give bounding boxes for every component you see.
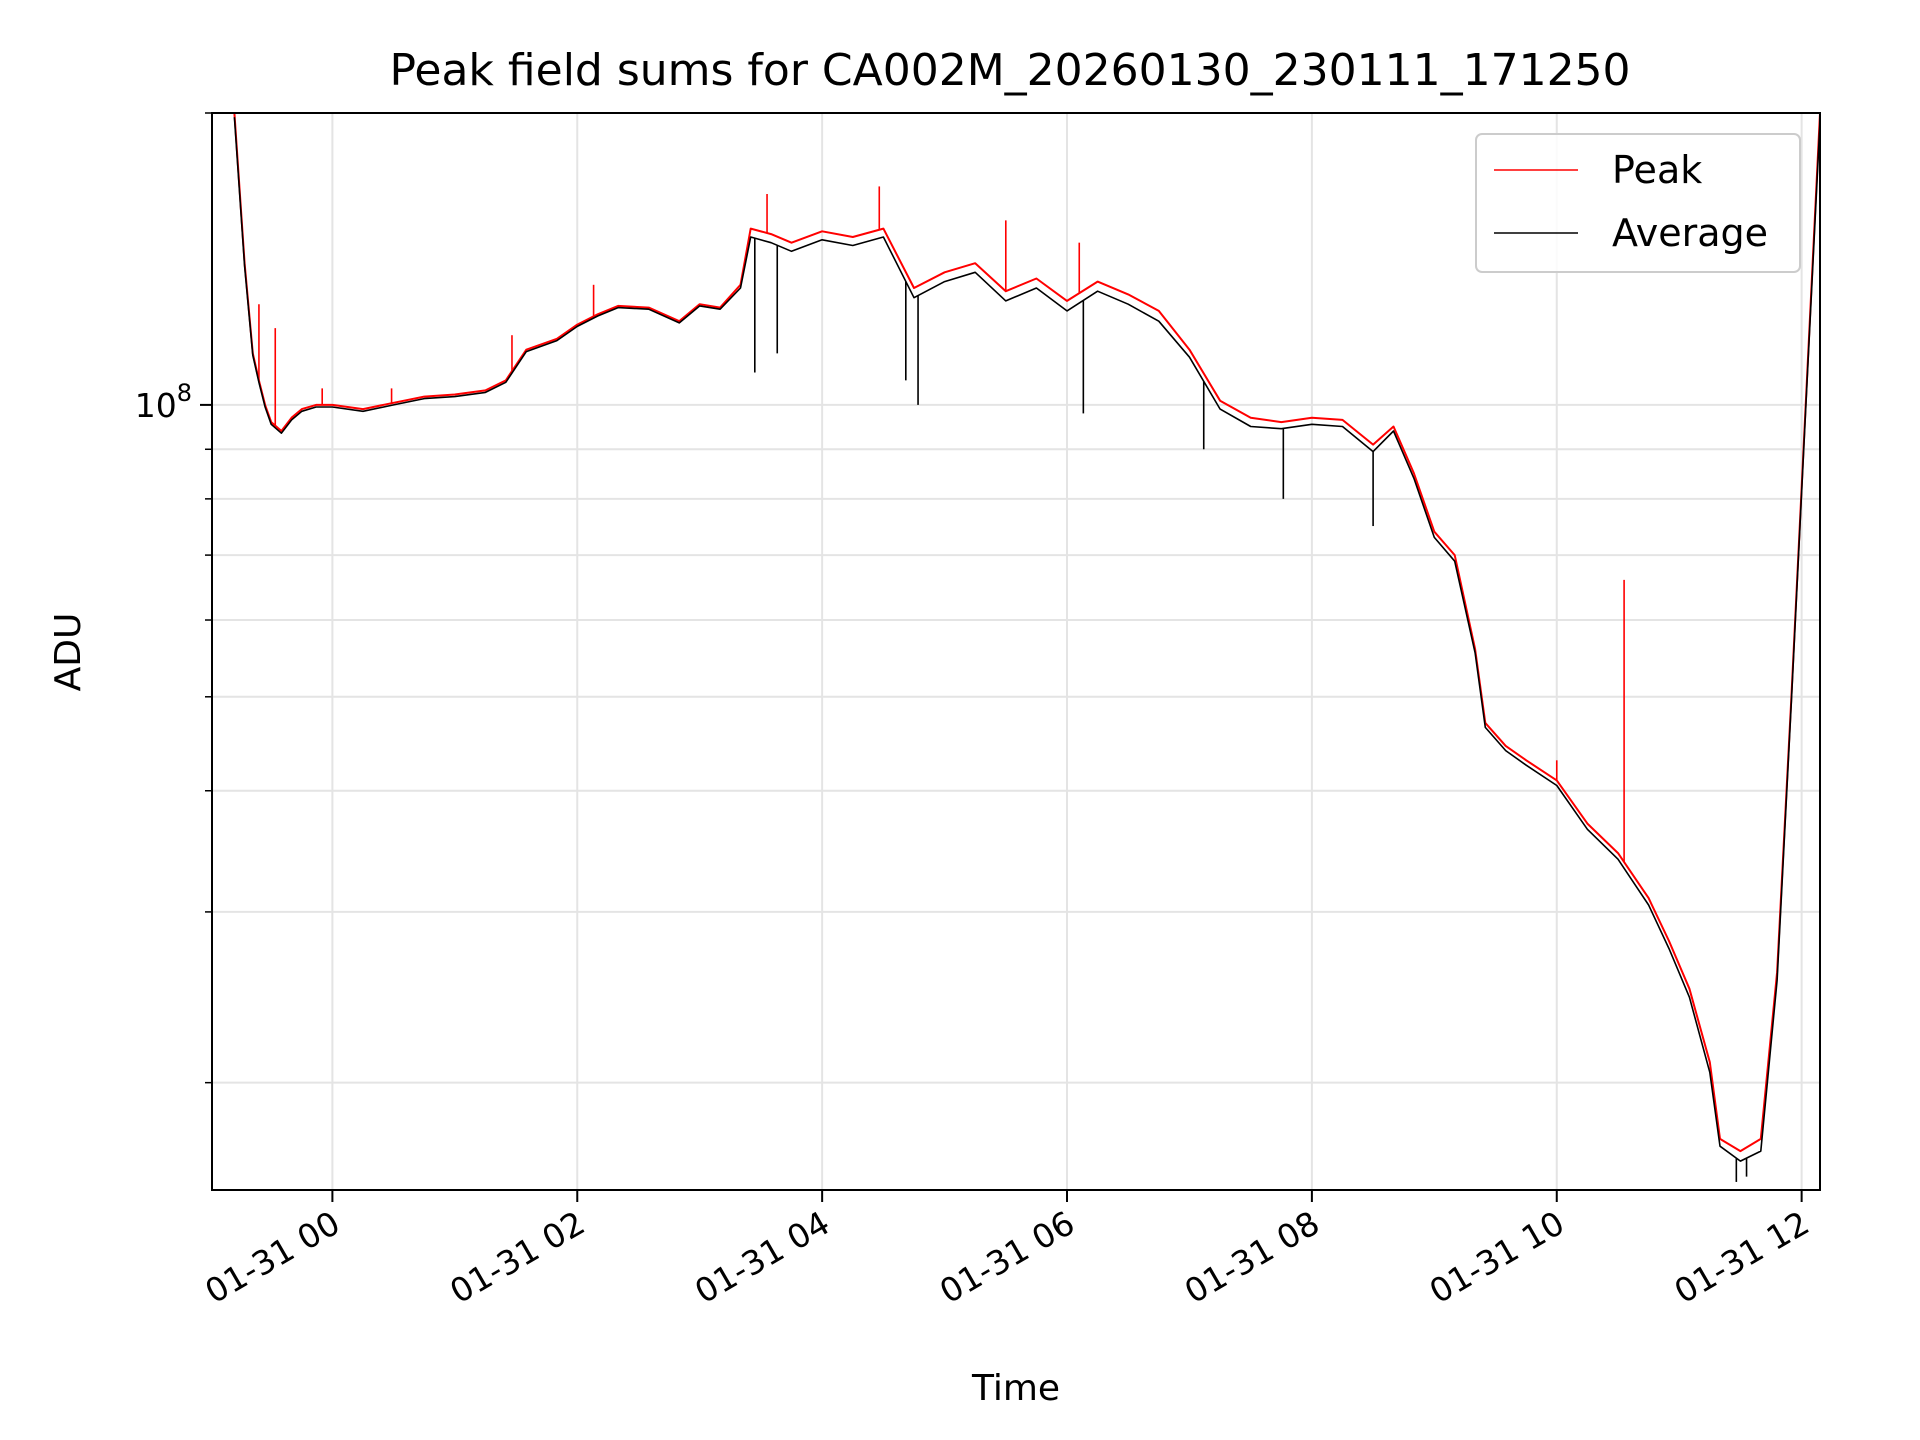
grid <box>212 112 1820 1190</box>
legend-label-peak: Peak <box>1612 148 1702 192</box>
plot-frame <box>211 112 1821 1191</box>
chart-title: Peak field sums for CA002M_20260130_2301… <box>389 45 1630 96</box>
series-line-average <box>233 117 1820 1162</box>
legend-box <box>1475 133 1801 273</box>
x-axis-label: Time <box>971 1368 1060 1409</box>
y-tick-label: 108 <box>135 379 192 425</box>
series-line-peak <box>233 113 1820 1153</box>
legend-label-average: Average <box>1612 211 1768 255</box>
y-axis-label: ADU <box>48 613 89 692</box>
y-axis: 108 <box>135 112 212 1084</box>
series-layer <box>233 113 1820 1182</box>
legend: Peak Average <box>1475 133 1801 273</box>
